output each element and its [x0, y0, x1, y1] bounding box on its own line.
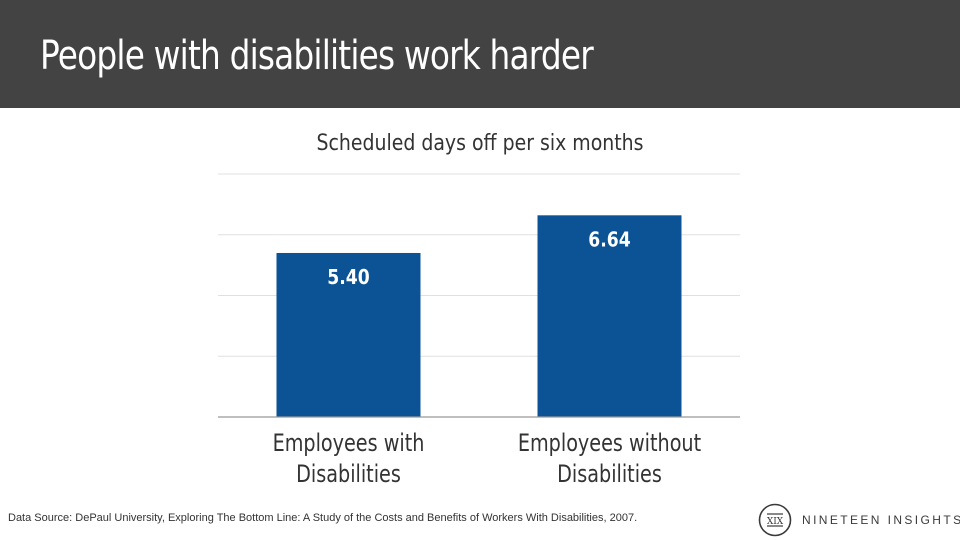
logo-mark-text: XIX	[767, 517, 784, 527]
bars	[276, 215, 682, 417]
category-label-1: Disabilities	[296, 461, 401, 489]
bar-chart: Scheduled days off per six months 5.40 6.…	[218, 130, 740, 489]
value-labels: 5.40 6.64	[327, 229, 630, 289]
header-bar: People with disabilities work harder	[0, 0, 960, 108]
bar-2	[537, 215, 682, 417]
category-label-2: Employees without	[518, 430, 701, 458]
logo-wordmark: NINETEEN INSIGHTS	[802, 513, 960, 527]
value-label-2: 6.64	[588, 229, 630, 252]
company-logo: XIX NINETEEN INSIGHTS	[758, 500, 960, 540]
chart-title: Scheduled days off per six months	[316, 130, 643, 156]
category-label-1: Employees with	[273, 430, 425, 458]
value-label-1: 5.40	[327, 267, 369, 290]
seal-icon: XIX	[758, 503, 792, 537]
category-label-2: Disabilities	[557, 461, 662, 489]
data-source-note: Data Source: DePaul University, Explorin…	[8, 512, 638, 524]
category-labels: Employees with Disabilities Employees with…	[273, 430, 702, 489]
slide-title: People with disabilities work harder	[40, 33, 594, 79]
bar-1	[276, 252, 421, 417]
